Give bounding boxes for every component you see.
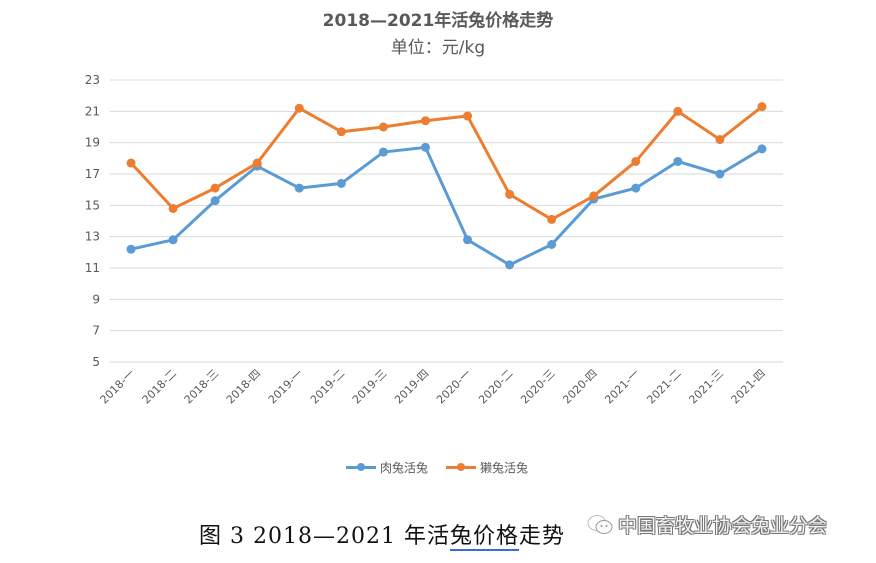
y-tick-label: 13 [85, 230, 100, 244]
data-point [631, 156, 641, 166]
data-point [336, 127, 346, 137]
legend-label: 肉兔活兔 [380, 461, 429, 475]
x-tick-label: 2018-三 [182, 367, 222, 407]
data-point [589, 191, 599, 201]
data-point [673, 106, 683, 116]
y-tick-label: 7 [92, 324, 100, 338]
data-series [126, 102, 767, 270]
data-point [715, 135, 725, 145]
watermark-text: 中国畜牧业协会兔业分会 [618, 515, 828, 537]
x-tick-label: 2021-一 [602, 367, 642, 407]
x-tick-label: 2021-三 [686, 367, 726, 407]
x-tick-label: 2019-四 [392, 367, 432, 407]
x-tick-label: 2021-四 [729, 367, 769, 407]
data-point [294, 183, 304, 193]
data-point [505, 189, 515, 199]
legend-swatch-blue-icon [346, 463, 376, 471]
data-point [463, 111, 473, 121]
x-tick-label: 2019-三 [350, 367, 390, 407]
chart-title: 2018—2021年活兔价格走势 [322, 11, 554, 31]
data-point [420, 142, 430, 152]
data-point [168, 203, 178, 213]
wechat-icon [587, 514, 613, 534]
y-tick-label: 17 [85, 167, 100, 181]
gridlines [110, 79, 783, 363]
watermark: 中国畜牧业协会兔业分会 [586, 511, 827, 538]
data-point [463, 235, 473, 245]
data-point [631, 183, 641, 193]
series-line-1 [129, 105, 763, 221]
data-point [126, 158, 136, 168]
y-tick-label: 19 [85, 136, 100, 150]
x-tick-label: 2019-二 [308, 367, 348, 407]
data-point [547, 214, 557, 224]
data-point [378, 147, 388, 157]
data-point [547, 240, 557, 249]
chart-subtitle: 单位：元/kg [390, 38, 486, 58]
y-tick-label: 21 [85, 104, 100, 118]
legend-label: 獭兔活兔 [480, 461, 529, 475]
y-tick-label: 9 [92, 292, 100, 306]
data-point [168, 235, 178, 245]
caption-prefix: 图 3 2018—2021 年活 [199, 524, 450, 549]
legend-swatch-orange-icon [446, 463, 477, 471]
y-tick-label: 5 [92, 355, 100, 369]
figure-caption: 图 3 2018—2021 年活兔价格走势 [199, 518, 565, 551]
data-point [757, 102, 767, 112]
data-point [294, 103, 304, 113]
data-point [378, 122, 388, 132]
data-point [505, 260, 515, 270]
data-point [210, 183, 220, 193]
x-tick-label: 2020-一 [434, 367, 474, 407]
data-point [252, 158, 262, 168]
data-point [420, 116, 430, 126]
data-point [673, 156, 683, 166]
y-tick-label: 11 [85, 261, 100, 275]
x-tick-label: 2020-四 [560, 367, 600, 407]
x-tick-label: 2019-一 [266, 367, 306, 407]
x-tick-label: 2018-一 [98, 367, 138, 407]
x-tick-label: 2021-二 [644, 367, 684, 407]
legend-item-meat-rabbit: 肉兔活兔 [346, 459, 428, 476]
x-axis-ticks: 2018-一 2018-二 2018-三 2018-四 2019-一 2019-二 2019… [98, 367, 769, 407]
data-point [336, 178, 346, 188]
x-tick-label: 2018-四 [224, 367, 264, 407]
series-line-0 [130, 145, 763, 267]
data-point [210, 196, 220, 206]
y-tick-label: 23 [85, 73, 100, 87]
legend: 肉兔活兔 獭兔活兔 [346, 459, 528, 476]
legend-item-rex-rabbit: 獭兔活兔 [446, 459, 528, 476]
caption-suffix: 走势 [518, 524, 565, 549]
y-tick-label: 15 [85, 198, 100, 212]
y-axis-ticks: 5 7 9 11 13 15 17 19 21 23 [85, 73, 100, 369]
data-point [715, 169, 725, 179]
x-tick-label: 2020-三 [518, 367, 558, 407]
data-point [757, 144, 767, 154]
data-point [126, 244, 136, 254]
x-tick-label: 2020-二 [476, 367, 516, 407]
caption-underlined: 兔价格 [449, 524, 519, 551]
x-tick-label: 2018-二 [140, 367, 180, 407]
